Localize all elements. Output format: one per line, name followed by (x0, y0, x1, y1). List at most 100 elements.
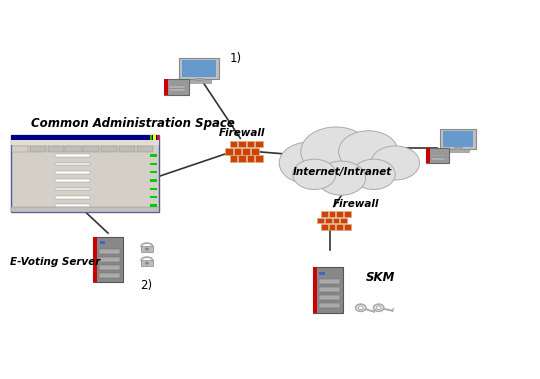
Bar (101, 146, 117, 152)
Bar (150, 196, 157, 198)
Bar (225, 148, 233, 155)
Text: E-Voting Server: E-Voting Server (10, 257, 100, 266)
Bar (329, 224, 335, 230)
Bar (11, 140, 159, 145)
Bar (13, 196, 53, 199)
Bar (251, 148, 259, 155)
Bar (443, 132, 474, 147)
Bar (321, 224, 328, 230)
Bar (11, 135, 159, 212)
Bar (150, 171, 157, 173)
Bar (426, 148, 430, 163)
Bar (431, 155, 445, 156)
Circle shape (279, 142, 339, 184)
Bar (83, 146, 99, 152)
Bar (179, 58, 219, 80)
Text: 1): 1) (230, 52, 241, 65)
Bar (319, 287, 340, 292)
Bar (186, 80, 211, 83)
Bar (238, 141, 246, 147)
Bar (13, 204, 53, 207)
Bar (13, 179, 53, 182)
Bar (55, 163, 90, 165)
Bar (150, 204, 157, 207)
Bar (55, 171, 90, 174)
Bar (247, 155, 254, 162)
Text: Common Administration Space: Common Administration Space (31, 117, 235, 130)
Bar (141, 246, 152, 252)
Bar (55, 204, 90, 207)
Bar (119, 146, 135, 152)
Bar (195, 78, 202, 81)
Bar (150, 179, 157, 182)
Bar (325, 218, 332, 223)
Bar (13, 154, 53, 157)
Bar (344, 224, 350, 230)
Bar (319, 295, 340, 300)
Bar (164, 78, 167, 96)
Bar (333, 218, 339, 223)
Bar (230, 155, 237, 162)
Bar (313, 267, 318, 313)
Circle shape (293, 159, 336, 190)
Bar (100, 241, 105, 244)
Bar (99, 257, 120, 262)
Bar (321, 211, 328, 217)
Bar (150, 188, 157, 190)
Bar (431, 158, 445, 160)
Bar (454, 147, 462, 150)
Bar (242, 148, 250, 155)
Bar (141, 260, 152, 266)
Bar (99, 273, 120, 278)
Bar (168, 86, 185, 88)
Bar (12, 146, 28, 152)
Bar (55, 154, 90, 157)
Circle shape (339, 131, 398, 172)
Text: Internet/Intranet: Internet/Intranet (293, 168, 393, 177)
Bar (313, 267, 343, 313)
Bar (319, 303, 340, 308)
Bar (65, 146, 82, 152)
Bar (320, 272, 325, 275)
Bar (329, 211, 335, 217)
Bar (168, 89, 185, 91)
Bar (319, 279, 340, 284)
Bar (13, 171, 53, 174)
Bar (247, 141, 254, 147)
Bar (318, 218, 324, 223)
Bar (157, 135, 159, 139)
Bar (93, 237, 123, 282)
Bar (150, 163, 157, 165)
Bar (181, 60, 216, 77)
Bar (30, 146, 46, 152)
Bar (344, 211, 350, 217)
Bar (336, 211, 343, 217)
Text: Firewall: Firewall (333, 199, 380, 209)
Bar (55, 179, 90, 182)
Circle shape (145, 262, 149, 265)
Bar (150, 154, 157, 157)
Bar (440, 129, 476, 149)
Bar (13, 162, 53, 165)
Bar (137, 146, 153, 152)
Circle shape (145, 248, 149, 251)
Text: 2): 2) (140, 279, 152, 291)
Bar (238, 155, 246, 162)
Bar (13, 187, 53, 190)
Bar (164, 78, 189, 96)
Bar (340, 218, 347, 223)
Bar (99, 265, 120, 270)
Bar (230, 141, 237, 147)
Circle shape (371, 146, 420, 180)
Text: Firewall: Firewall (219, 128, 265, 138)
Bar (255, 155, 263, 162)
Circle shape (352, 159, 395, 190)
Circle shape (317, 161, 366, 195)
Bar (11, 135, 159, 140)
Bar (55, 188, 90, 190)
Bar (234, 148, 241, 155)
Bar (48, 146, 64, 152)
Bar (336, 224, 343, 230)
Bar (93, 237, 98, 282)
Bar (11, 207, 159, 212)
